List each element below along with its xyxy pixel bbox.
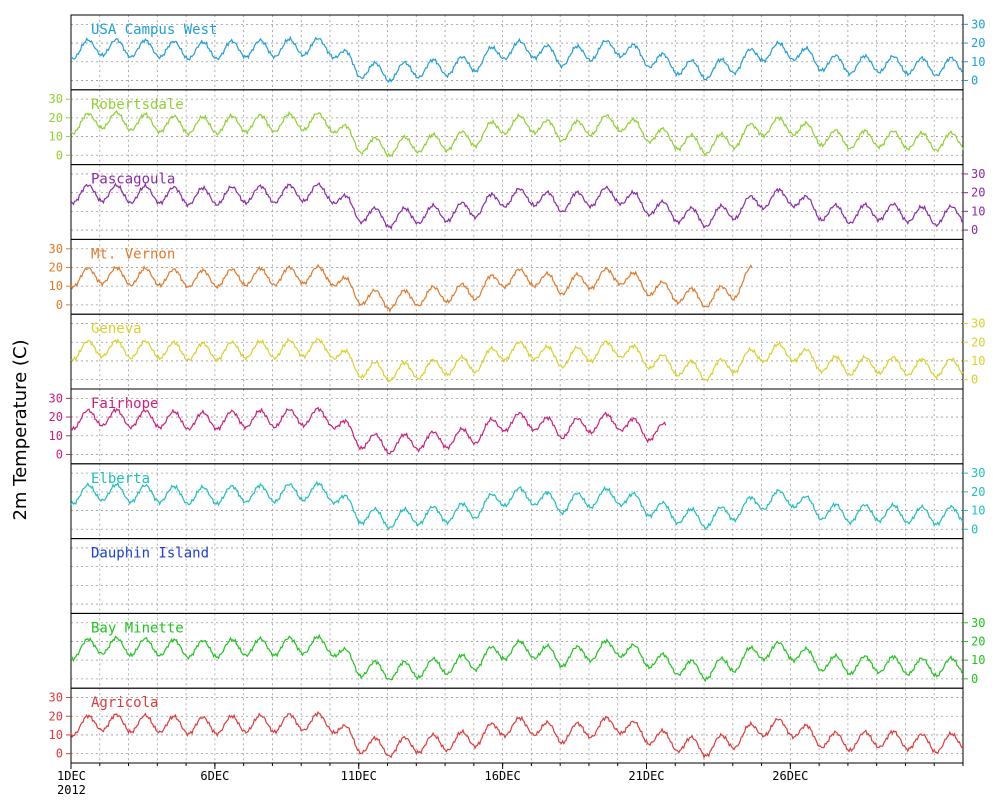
station-name: Fairhope bbox=[91, 396, 158, 412]
y-tick-label: 10 bbox=[971, 653, 985, 667]
y-tick-label: 20 bbox=[49, 410, 63, 424]
panel-frame bbox=[70, 463, 964, 540]
panel-frame bbox=[70, 687, 964, 764]
x-tick-label: 1DEC bbox=[57, 769, 86, 783]
panel-8: 0 10 20 30 Bay Minette bbox=[70, 612, 985, 689]
y-tick-label: 0 bbox=[56, 148, 63, 162]
y-tick-label: 0 bbox=[56, 298, 63, 312]
y-tick-label: 30 bbox=[971, 317, 985, 331]
y-tick-label: 10 bbox=[49, 130, 63, 144]
panel-frame bbox=[70, 238, 964, 315]
y-tick-label: 0 bbox=[56, 447, 63, 461]
y-tick-label: 0 bbox=[971, 672, 978, 686]
y-tick-label: 20 bbox=[971, 485, 985, 499]
y-tick-label: 30 bbox=[49, 691, 63, 705]
y-tick-label: 30 bbox=[971, 17, 985, 31]
y-tick-label: 10 bbox=[971, 204, 985, 218]
series-line bbox=[70, 710, 964, 760]
series-line bbox=[70, 480, 964, 531]
series-line bbox=[70, 109, 964, 159]
y-tick-label: 10 bbox=[49, 728, 63, 742]
y-tick-label: 10 bbox=[971, 504, 985, 518]
series-line bbox=[70, 182, 964, 230]
x-tick-label: 11DEC bbox=[341, 769, 377, 783]
y-tick-label: 0 bbox=[971, 223, 978, 237]
series-line bbox=[70, 406, 667, 455]
y-tick-label: 30 bbox=[49, 391, 63, 405]
panel-frame bbox=[70, 89, 964, 166]
y-tick-label: 30 bbox=[971, 616, 985, 630]
y-tick-label: 20 bbox=[49, 260, 63, 274]
panel-frame bbox=[70, 164, 964, 240]
panel-1: 0 10 20 30 Robertsdale bbox=[49, 89, 964, 166]
y-tick-label: 30 bbox=[971, 466, 985, 480]
station-name: Mt. Vernon bbox=[91, 246, 175, 262]
y-tick-label: 10 bbox=[971, 354, 985, 368]
y-tick-label: 30 bbox=[971, 167, 985, 181]
station-name: Bay Minette bbox=[91, 620, 184, 636]
station-name: Agricola bbox=[91, 695, 158, 711]
panel-2: 0 10 20 30 Pascagoula bbox=[70, 164, 985, 240]
panel-3: 0 10 20 30 Mt. Vernon bbox=[49, 238, 964, 315]
panel-4: 0 10 20 30 Geneva bbox=[70, 313, 985, 390]
y-tick-label: 20 bbox=[971, 186, 985, 200]
panel-frame bbox=[70, 612, 964, 689]
station-name: Dauphin Island bbox=[91, 546, 209, 562]
panel-5: 0 10 20 30 Fairhope bbox=[49, 388, 964, 465]
panel-7: Dauphin Island bbox=[70, 538, 964, 614]
y-tick-label: 20 bbox=[971, 335, 985, 349]
y-tick-label: 0 bbox=[971, 522, 978, 536]
y-tick-label: 20 bbox=[49, 709, 63, 723]
y-tick-label: 30 bbox=[49, 92, 63, 106]
series-line bbox=[70, 35, 964, 83]
x-axis: 1DEC 6DEC 11DEC 16DEC 21DEC 26DEC 2012 bbox=[57, 763, 964, 797]
series-line bbox=[70, 633, 964, 683]
panel-frame bbox=[70, 313, 964, 390]
x-tick-label: 6DEC bbox=[200, 769, 229, 783]
station-name: Pascagoula bbox=[91, 172, 175, 188]
year-label: 2012 bbox=[57, 783, 86, 797]
y-tick-label: 20 bbox=[971, 36, 985, 50]
panel-6: 0 10 20 30 Elberta bbox=[70, 463, 985, 540]
station-name: Geneva bbox=[91, 321, 142, 337]
y-tick-label: 0 bbox=[971, 73, 978, 87]
station-name: Robertsdale bbox=[91, 97, 184, 113]
y-tick-label: 0 bbox=[971, 373, 978, 387]
y-tick-label: 0 bbox=[56, 747, 63, 761]
panel-9: 0 10 20 30 Agricola bbox=[49, 687, 964, 764]
x-tick-label: 16DEC bbox=[485, 769, 521, 783]
y-tick-label: 10 bbox=[49, 429, 63, 443]
x-tick-label: 21DEC bbox=[628, 769, 664, 783]
y-tick-label: 10 bbox=[49, 279, 63, 293]
panel-frame bbox=[70, 388, 964, 465]
x-tick-label: 26DEC bbox=[772, 769, 808, 783]
y-tick-label: 10 bbox=[971, 55, 985, 69]
y-tick-label: 20 bbox=[971, 634, 985, 648]
y-axis-label: 2m Temperature (C) bbox=[10, 339, 31, 520]
panels: 0 10 20 30 USA Campus West 0 10 20 30 Robertsdale… bbox=[49, 14, 985, 764]
y-tick-label: 30 bbox=[49, 242, 63, 256]
panel-0: 0 10 20 30 USA Campus West bbox=[70, 14, 985, 91]
series-line bbox=[70, 337, 964, 383]
station-name: Elberta bbox=[91, 471, 150, 487]
series-line bbox=[70, 263, 753, 313]
y-tick-label: 20 bbox=[49, 111, 63, 125]
station-name: USA Campus West bbox=[91, 22, 217, 38]
